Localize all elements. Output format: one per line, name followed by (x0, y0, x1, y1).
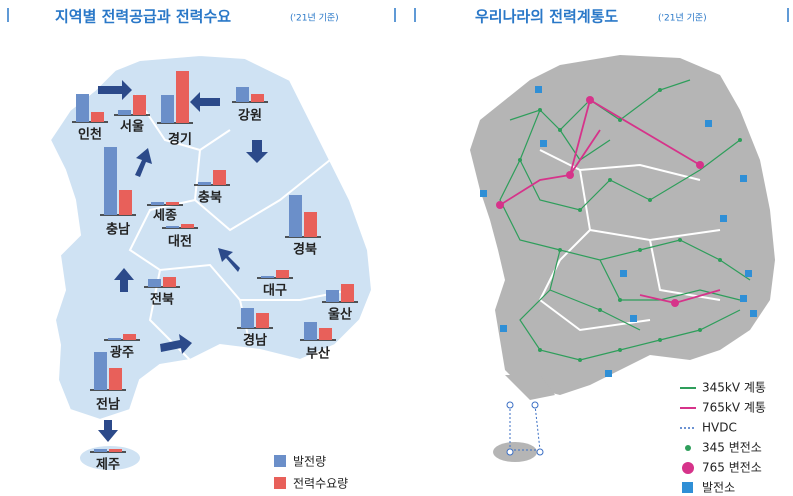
bar-generation (94, 352, 107, 390)
bar-demand (251, 94, 264, 102)
left-title: 지역별 전력공급과 전력수요 (55, 8, 231, 26)
bar-generation (198, 182, 211, 185)
region-label: 서울 (120, 119, 144, 135)
bar-demand (276, 270, 289, 278)
bar-generation (118, 110, 131, 115)
region-label: 대구 (263, 284, 287, 299)
legend-swatch (682, 482, 693, 493)
bar-generation (236, 87, 249, 102)
region-label: 전남 (96, 397, 120, 413)
bar-demand (213, 170, 226, 185)
region-label: 제주 (96, 458, 120, 473)
bar-demand (304, 212, 317, 237)
legend-swatch (274, 455, 286, 467)
bar-demand (176, 71, 189, 123)
bar-generation (148, 279, 161, 287)
bar-generation (304, 322, 317, 340)
bar-generation (241, 308, 254, 328)
bar-generation (108, 338, 121, 340)
region-label: 광주 (110, 346, 134, 361)
bar-demand (256, 313, 269, 328)
bar-generation (76, 94, 89, 122)
legend-label: 345kV 계통 (702, 381, 766, 395)
bar-demand (109, 368, 122, 390)
region-label: 경남 (243, 333, 267, 349)
legend-label: HVDC (702, 421, 737, 435)
region-label: 강원 (238, 108, 262, 124)
bar-demand (319, 328, 332, 340)
legend-label: 발전소 (702, 481, 735, 495)
region-label: 인천 (78, 127, 102, 143)
legend-label: 765kV 계통 (702, 401, 766, 415)
legend-swatch (682, 462, 694, 474)
bar-generation (94, 449, 107, 452)
legend-label: 발전량 (293, 455, 326, 469)
region-label: 경북 (293, 242, 317, 258)
region-label: 전북 (150, 292, 174, 308)
region-label: 세종 (153, 209, 177, 224)
right-title: 우리나라의 전력계통도 (475, 8, 618, 26)
bar-generation (261, 276, 274, 278)
left-subtitle: ('21년 기준) (290, 13, 339, 24)
bar-demand (181, 224, 194, 228)
bar-demand (119, 190, 132, 215)
bar-generation (151, 202, 164, 205)
bar-generation (161, 95, 174, 123)
bar-generation (326, 290, 339, 302)
region-label: 충북 (198, 190, 222, 206)
legend-swatch (685, 445, 691, 451)
region-label: 부산 (306, 346, 330, 362)
region-label: 울산 (328, 307, 352, 323)
bar-generation (166, 226, 179, 228)
bar-demand (133, 95, 146, 115)
legend-label: 765 변전소 (702, 461, 762, 475)
region-label: 경기 (168, 132, 192, 148)
legend-label: 345 변전소 (702, 441, 762, 455)
legend-swatch (274, 477, 286, 489)
bar-generation (104, 147, 117, 215)
infographic: 지역별 전력공급과 전력수요 ('21년 기준) 우리나라의 전력계통도 ('2… (0, 0, 793, 496)
bar-demand (163, 277, 176, 287)
legend-label: 전력수요량 (293, 477, 348, 491)
bar-demand (166, 202, 179, 205)
right-legend: 345kV 계통 765kV 계통 HVDC 345 변전소 765 변전소 발… (680, 381, 766, 495)
bar-demand (123, 334, 136, 340)
bar-demand (91, 112, 104, 122)
region-label: 대전 (168, 234, 192, 250)
left-legend: 발전량 전력수요량 (274, 455, 348, 491)
right-subtitle: ('21년 기준) (658, 13, 707, 24)
bar-demand (341, 284, 354, 302)
bar-demand (109, 449, 122, 452)
bar-generation (289, 195, 302, 237)
region-label: 충남 (106, 222, 130, 238)
